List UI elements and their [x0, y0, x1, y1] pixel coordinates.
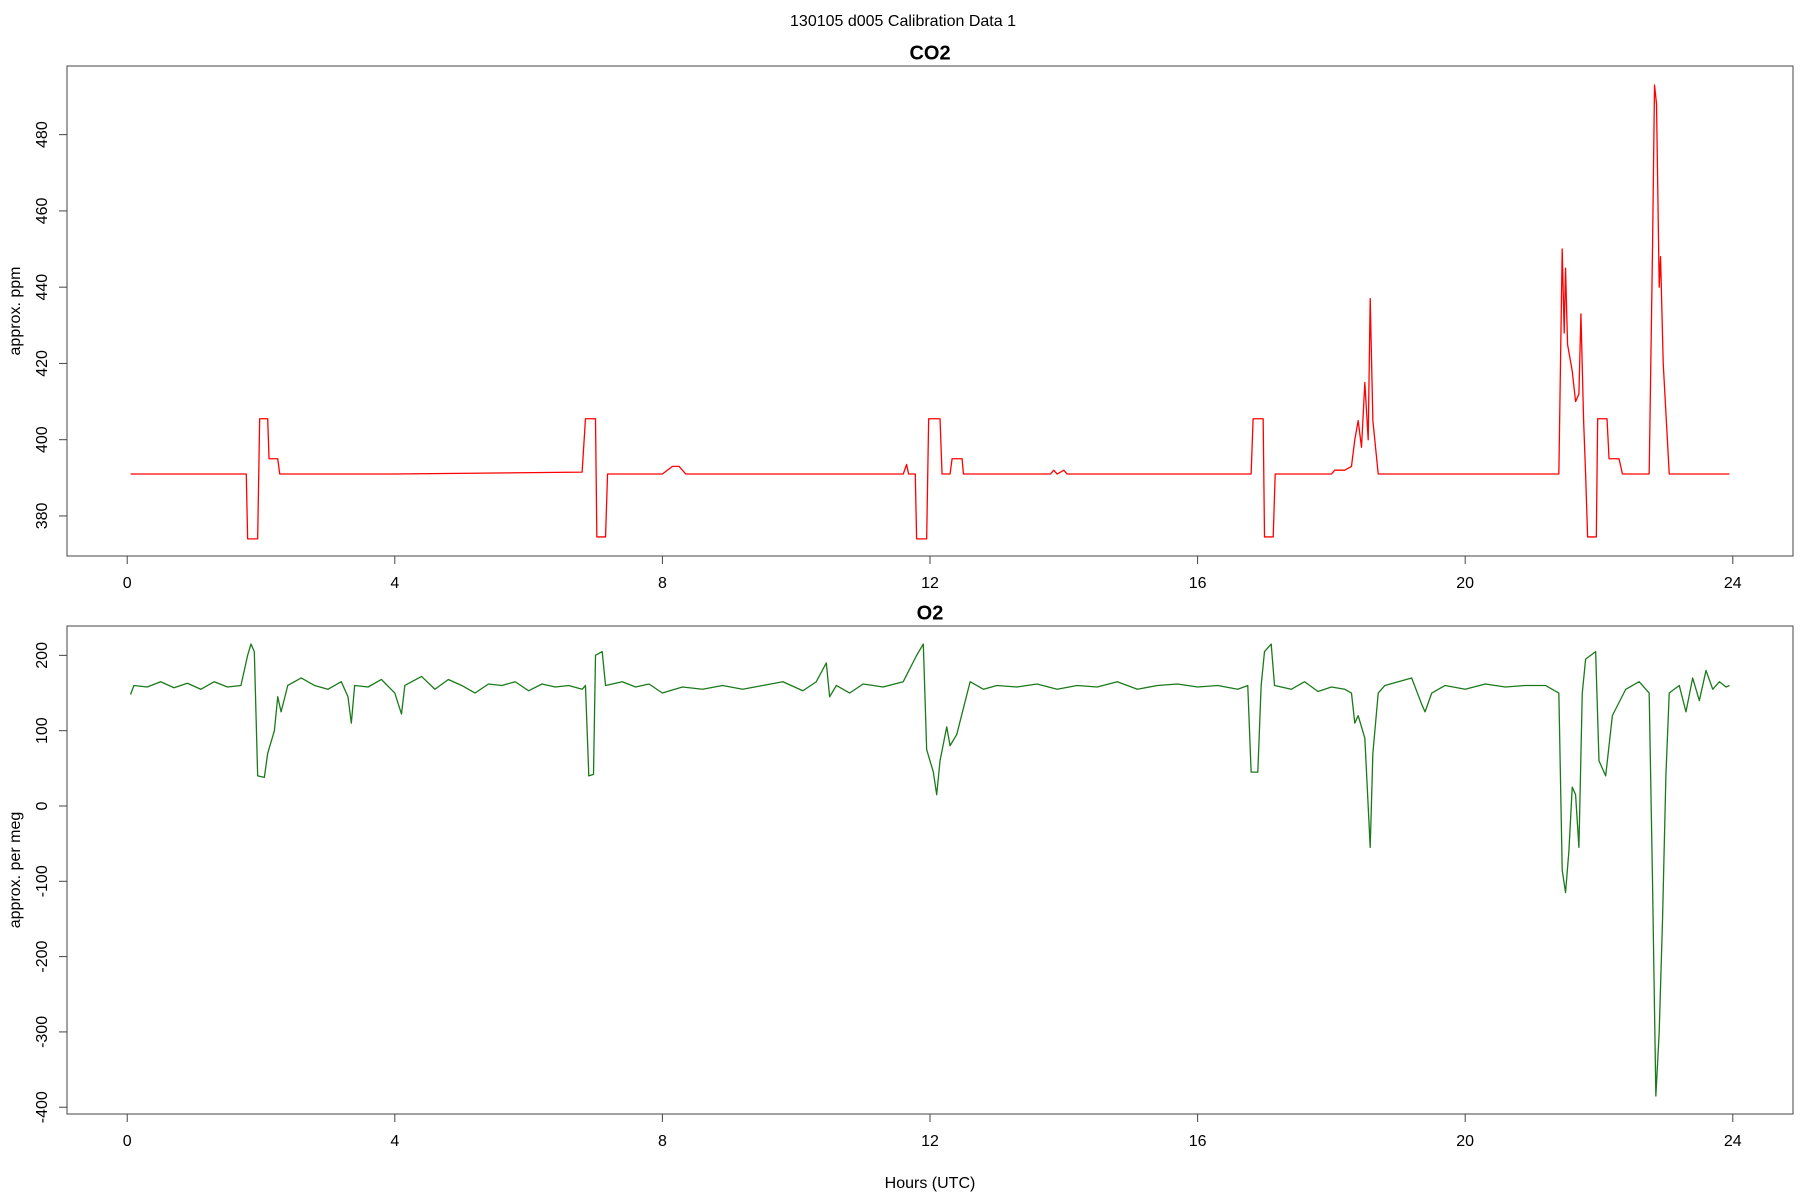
- y-tick-label: 100: [34, 717, 51, 744]
- x-tick-label: 20: [1456, 575, 1474, 592]
- x-tick-label: 24: [1724, 1133, 1742, 1150]
- x-tick-label: 24: [1724, 575, 1742, 592]
- x-tick-label: 12: [921, 1133, 939, 1150]
- x-tick-label: 20: [1456, 1133, 1474, 1150]
- figure-title: 130105 d005 Calibration Data 1: [790, 13, 1016, 30]
- y-tick-label: 200: [34, 642, 51, 669]
- y-tick-label: 0: [34, 801, 51, 810]
- y-tick-label: -200: [34, 940, 51, 972]
- data-line: [130, 84, 1730, 540]
- y-tick-label: 440: [34, 274, 51, 301]
- y-tick-label: 380: [34, 503, 51, 530]
- x-tick-label: 8: [658, 575, 667, 592]
- y-tick-label: -300: [34, 1016, 51, 1048]
- y-tick-label: 420: [34, 350, 51, 377]
- x-tick-label: 16: [1189, 575, 1207, 592]
- y-axis-label: approx. ppm: [7, 267, 24, 356]
- x-tick-label: 12: [921, 575, 939, 592]
- x-tick-label: 4: [390, 1133, 399, 1150]
- y-tick-label: 480: [34, 121, 51, 148]
- x-tick-label: 8: [658, 1133, 667, 1150]
- y-tick-label: -400: [34, 1091, 51, 1123]
- data-line: [129, 643, 1730, 1097]
- x-axis-label: Hours (UTC): [885, 1175, 976, 1192]
- panel-title: CO2: [909, 42, 950, 64]
- x-tick-label: 4: [390, 575, 399, 592]
- y-axis-label: approx. per meg: [7, 812, 24, 929]
- panel-title: O2: [917, 602, 944, 624]
- x-tick-label: 0: [123, 575, 132, 592]
- x-tick-label: 0: [123, 1133, 132, 1150]
- x-tick-label: 16: [1189, 1133, 1207, 1150]
- y-tick-label: 460: [34, 197, 51, 224]
- plot-frame: [66, 65, 1794, 557]
- plot-frame: [66, 625, 1794, 1115]
- y-tick-label: -100: [34, 865, 51, 897]
- y-tick-label: 400: [34, 426, 51, 453]
